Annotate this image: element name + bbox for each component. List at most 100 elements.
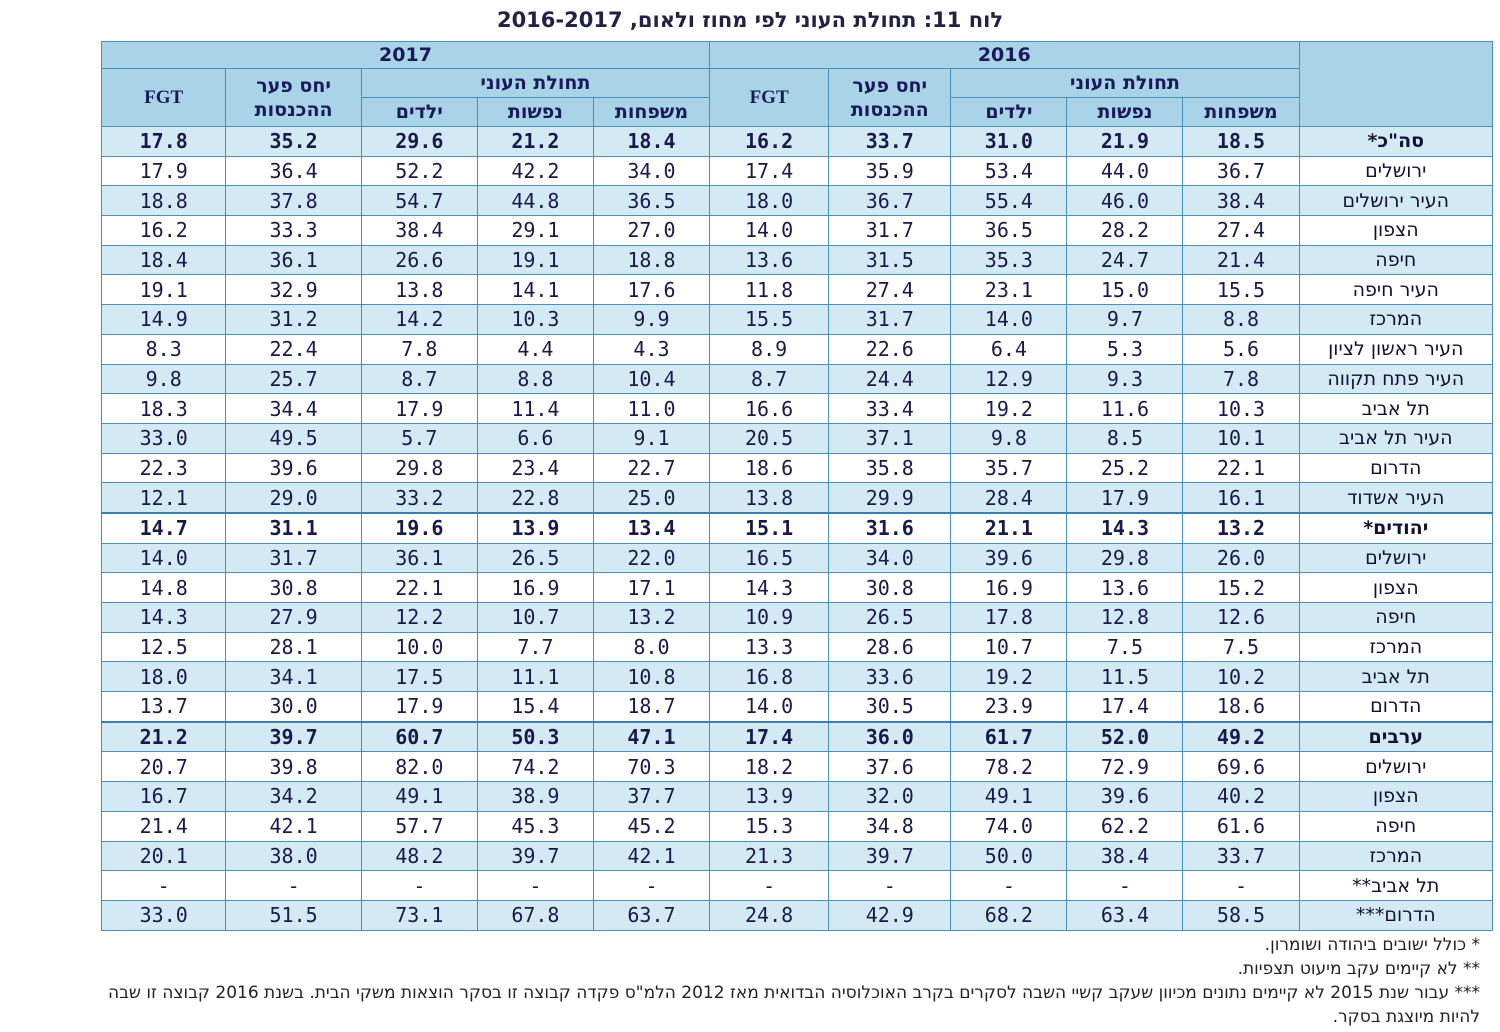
cell-2017: 9.8: [100, 363, 227, 395]
cell-2017: 10.7: [476, 602, 594, 633]
cell-2017: 51.5: [225, 899, 362, 931]
cell-2017: 18.7: [592, 691, 711, 723]
cell-2016: 16.6: [708, 393, 830, 424]
cell-2017: 7.7: [476, 631, 594, 663]
cell-2017: 27.0: [592, 215, 711, 246]
row-label: העיר ראשון לציון: [1298, 333, 1494, 365]
cell-2017: 11.1: [476, 661, 594, 693]
cell-2016: 11.5: [1066, 661, 1184, 693]
cell-2016: 36.7: [1182, 155, 1300, 187]
cell-2016: 26.0: [1182, 542, 1300, 574]
cell-2017: 9.1: [592, 422, 711, 454]
row-label-header: [1298, 41, 1494, 127]
cell-2017: 13.4: [592, 511, 711, 544]
cell-2017: 6.6: [476, 422, 594, 454]
cell-2017: 13.7: [100, 691, 227, 723]
cell-2016: 44.0: [1066, 155, 1184, 187]
cell-2016: 40.2: [1182, 781, 1300, 812]
cell-2017: 34.0: [592, 155, 711, 187]
cell-2016: 12.9: [950, 363, 1068, 395]
row-label: המרכז: [1298, 631, 1494, 663]
row-label: העיר פתח תקווה: [1298, 363, 1494, 395]
row-label: סה"כ*: [1298, 126, 1494, 157]
cell-2017: 34.1: [225, 661, 362, 693]
cell-2017: 33.3: [225, 215, 362, 246]
cell-2017: 18.4: [592, 126, 711, 157]
persons-header-2017: נפשות: [476, 97, 594, 127]
table-row: יהודים* 13.2 14.3 21.1 31.6 15.1 13.4 13.9 19.6 3…: [100, 511, 1494, 544]
cell-2016: 16.5: [708, 542, 830, 574]
children-header-2017: ילדים: [360, 97, 478, 127]
cell-2017: 82.0: [360, 751, 478, 783]
cell-2016: 21.4: [1182, 244, 1300, 276]
table-row: העיר ירושלים 38.4 46.0 55.4 36.7 18.0 36.5 44.8…: [100, 185, 1494, 217]
cell-2017: 7.8: [360, 333, 478, 365]
cell-2016: 13.3: [708, 631, 830, 663]
cell-2016: 27.4: [828, 274, 952, 306]
cell-2017: 49.1: [360, 781, 478, 812]
row-label: הדרום***: [1298, 899, 1494, 931]
cell-2016: -: [950, 870, 1068, 901]
cell-2017: 16.7: [100, 781, 227, 812]
cell-2016: 15.5: [1182, 274, 1300, 306]
cell-2017: 39.6: [225, 452, 362, 484]
fgt-header-2017: FGT: [100, 68, 227, 127]
row-label: הצפון: [1298, 572, 1494, 603]
cell-2017: 57.7: [360, 810, 478, 842]
cell-2017: 49.5: [225, 422, 362, 454]
poverty-incidence-header-2017: תחולת העוני: [360, 68, 711, 98]
row-label: המרכז: [1298, 840, 1494, 872]
cell-2017: 22.3: [100, 452, 227, 484]
cell-2017: 52.2: [360, 155, 478, 187]
cell-2017: 73.1: [360, 899, 478, 931]
cell-2016: 7.5: [1066, 631, 1184, 663]
families-header-2017: משפחות: [592, 97, 711, 127]
cell-2016: 74.0: [950, 810, 1068, 842]
cell-2016: -: [1182, 870, 1300, 901]
cell-2017: 36.4: [225, 155, 362, 187]
cell-2017: 22.7: [592, 452, 711, 484]
cell-2016: 11.8: [708, 274, 830, 306]
cell-2017: 42.2: [476, 155, 594, 187]
cell-2017: 48.2: [360, 840, 478, 872]
cell-2016: 13.6: [708, 244, 830, 276]
cell-2016: 29.8: [1066, 542, 1184, 574]
cell-2017: 36.5: [592, 185, 711, 217]
cell-2017: 14.1: [476, 274, 594, 306]
cell-2017: 44.8: [476, 185, 594, 217]
cell-2016: 18.2: [708, 751, 830, 783]
cell-2016: 8.5: [1066, 422, 1184, 454]
fgt-header-2016: FGT: [708, 68, 830, 127]
cell-2016: 38.4: [1066, 840, 1184, 872]
cell-2016: 35.8: [828, 452, 952, 484]
cell-2016: 10.3: [1182, 393, 1300, 424]
row-label: הצפון: [1298, 781, 1494, 812]
cell-2016: 39.6: [1066, 781, 1184, 812]
children-header-2016: ילדים: [950, 97, 1068, 127]
cell-2017: 14.2: [360, 304, 478, 335]
cell-2017: 63.7: [592, 899, 711, 931]
cell-2016: 9.7: [1066, 304, 1184, 335]
table-row: המרכז 7.5 7.5 10.7 28.6 13.3 8.0 7.7 10.0 28.1 12.…: [100, 631, 1494, 663]
cell-2016: 14.0: [708, 691, 830, 723]
cell-2017: 29.8: [360, 452, 478, 484]
cell-2016: 55.4: [950, 185, 1068, 217]
table-row: ערבים 49.2 52.0 61.7 36.0 17.4 47.1 50.3 60.7 39.…: [100, 720, 1494, 753]
cell-2017: 25.0: [592, 482, 711, 514]
cell-2016: 6.4: [950, 333, 1068, 365]
cell-2017: 13.8: [360, 274, 478, 306]
cell-2017: 33.2: [360, 482, 478, 514]
cell-2017: 8.0: [592, 631, 711, 663]
poverty-incidence-header-2016: תחולת העוני: [950, 68, 1300, 98]
cell-2016: 24.4: [828, 363, 952, 395]
cell-2016: 7.8: [1182, 363, 1300, 395]
cell-2017: 42.1: [225, 810, 362, 842]
cell-2016: 21.9: [1066, 126, 1184, 157]
cell-2016: 36.5: [950, 215, 1068, 246]
cell-2016: 61.6: [1182, 810, 1300, 842]
cell-2016: 13.8: [708, 482, 830, 514]
cell-2016: 11.6: [1066, 393, 1184, 424]
cell-2016: 18.6: [708, 452, 830, 484]
cell-2017: 14.9: [100, 304, 227, 335]
cell-2016: 16.2: [708, 126, 830, 157]
